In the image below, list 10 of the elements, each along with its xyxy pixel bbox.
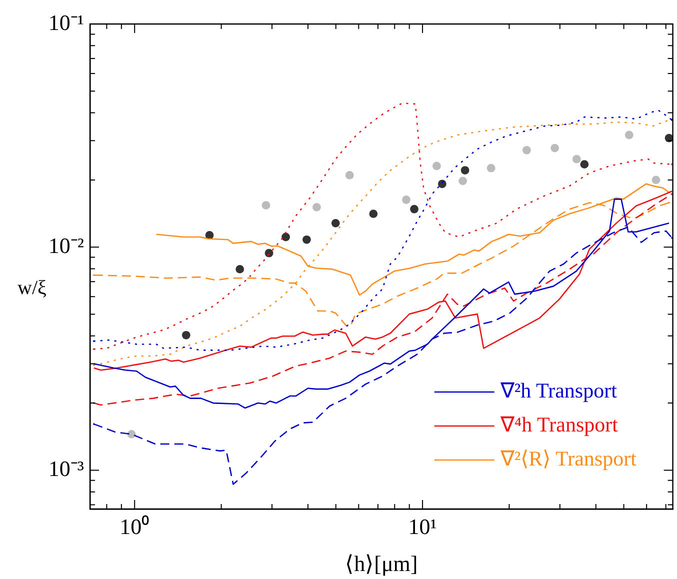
y-axis-title: w/ξ	[18, 276, 47, 299]
y-tick-label: 10⁻¹	[48, 10, 84, 35]
x-tick-label: 10¹	[408, 514, 437, 539]
legend-label: ∇⁴h Transport	[499, 412, 618, 437]
y-tick-label: 10⁻³	[48, 456, 84, 481]
x-tick-label: 10⁰	[120, 514, 150, 539]
legend-label: ∇²⟨R⟩ Transport	[499, 446, 637, 471]
x-axis-title: ⟨h⟩[μm]	[345, 551, 418, 576]
y-tick-label: 10⁻²	[48, 232, 84, 258]
legend-label: ∇²h Transport	[499, 378, 618, 403]
